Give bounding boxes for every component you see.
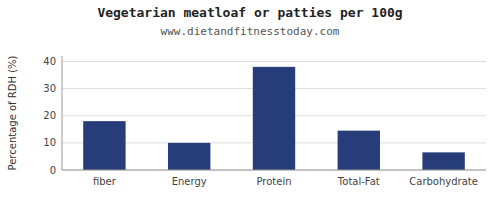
x-axis-line <box>62 170 486 171</box>
y-tick-label: 40 <box>43 56 56 67</box>
grid-line <box>62 61 486 62</box>
y-axis-line <box>62 56 63 170</box>
chart-svg: Vegetarian meatloaf or patties per 100g w… <box>0 0 500 200</box>
subtitle: www.dietandfitnesstoday.com <box>161 25 340 38</box>
y-tick-label: 20 <box>43 110 56 121</box>
y-axis: 0 10 20 30 40 <box>43 56 486 176</box>
x-tick-label: Protein <box>256 176 291 187</box>
x-tick-label: Carbohydrate <box>409 176 478 187</box>
bars <box>83 67 465 170</box>
bar <box>338 131 380 170</box>
bar <box>253 67 295 170</box>
grid-line <box>62 170 486 171</box>
y-tick-label: 10 <box>43 137 56 148</box>
x-tick-label: Total-Fat <box>337 176 380 187</box>
x-tick-label: fiber <box>93 176 117 187</box>
x-axis: fiber Energy Protein Total-Fat Carbohydrate <box>93 176 478 187</box>
chart-container: Vegetarian meatloaf or patties per 100g w… <box>0 0 500 200</box>
x-tick-label: Energy <box>172 176 207 187</box>
y-axis-label: Percentage of RDH (%) <box>7 55 18 170</box>
y-tick-label: 30 <box>43 83 56 94</box>
bar <box>168 143 210 170</box>
bar <box>422 152 464 170</box>
y-tick-label: 0 <box>50 165 56 176</box>
bar <box>83 121 125 170</box>
title: Vegetarian meatloaf or patties per 100g <box>97 5 402 20</box>
